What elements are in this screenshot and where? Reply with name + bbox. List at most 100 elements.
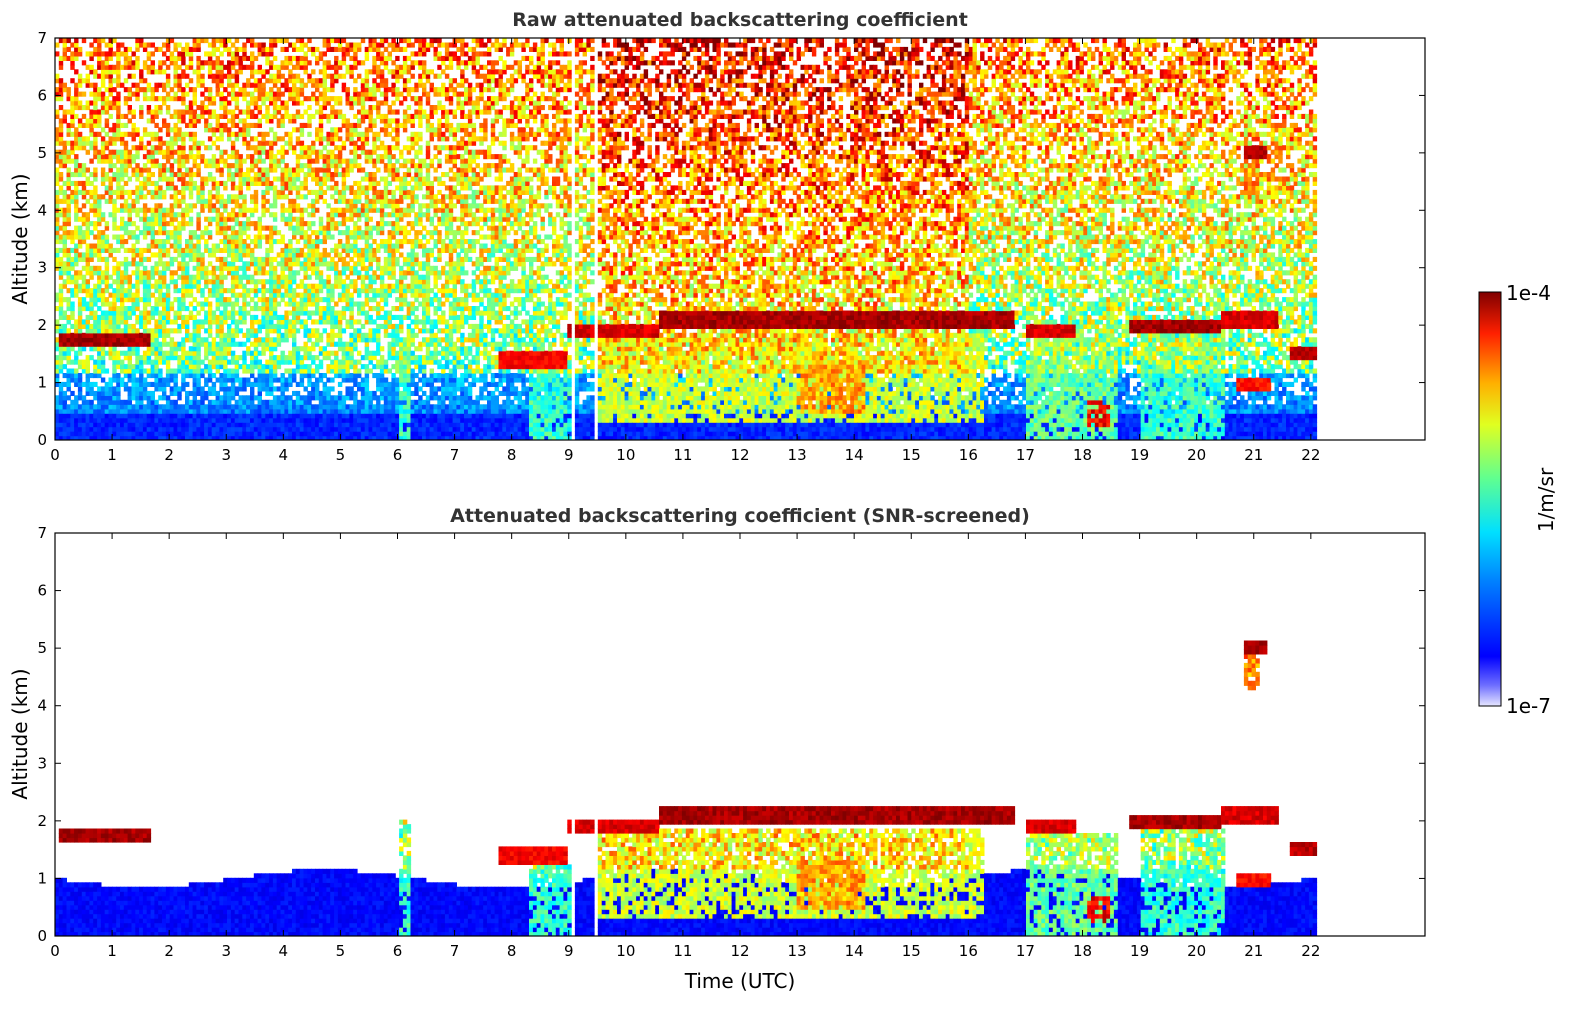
heatmap-cell [304, 185, 308, 190]
heatmap-cell [70, 141, 74, 146]
heatmap-cell [353, 43, 357, 48]
heatmap-cell [296, 230, 300, 235]
heatmap-cell [212, 427, 216, 432]
heatmap-cell [246, 422, 250, 427]
heatmap-cell [265, 235, 269, 240]
heatmap-cell [273, 355, 277, 360]
heatmap-cell [235, 284, 239, 289]
heatmap-cell [78, 226, 82, 231]
heatmap-cell [319, 319, 323, 324]
heatmap-cell [288, 257, 292, 262]
heatmap-cell [109, 284, 113, 289]
heatmap-cell [246, 56, 250, 61]
heatmap-cell [97, 395, 101, 400]
heatmap-cell [311, 342, 315, 347]
heatmap-cell [132, 168, 136, 173]
heatmap-cell [261, 311, 265, 316]
heatmap-cell [139, 168, 143, 173]
heatmap-cell [212, 217, 216, 222]
heatmap-cell [265, 190, 269, 195]
heatmap-cell [59, 83, 63, 88]
heatmap-cell [223, 346, 227, 351]
heatmap-cell [89, 123, 93, 128]
heatmap-cell [296, 328, 300, 333]
heatmap-cell [223, 235, 227, 240]
heatmap-cell [342, 373, 346, 378]
heatmap-cell [128, 92, 132, 97]
heatmap-cell [189, 194, 193, 199]
heatmap-cell [151, 284, 155, 289]
heatmap-cell [181, 190, 185, 195]
heatmap-cell [242, 284, 246, 289]
heatmap-cell [189, 123, 193, 128]
heatmap-cell [109, 351, 113, 356]
heatmap-cell [315, 302, 319, 307]
heatmap-cell [269, 150, 273, 155]
heatmap-cell [196, 154, 200, 159]
heatmap-cell [174, 194, 178, 199]
heatmap-cell [154, 346, 158, 351]
heatmap-cell [349, 168, 353, 173]
heatmap-cell [231, 328, 235, 333]
heatmap-cell [239, 65, 243, 70]
heatmap-cell [147, 422, 151, 427]
heatmap-cell [193, 333, 197, 338]
heatmap-cell [208, 208, 212, 213]
heatmap-cell [97, 96, 101, 101]
heatmap-cell [349, 346, 353, 351]
heatmap-cell [63, 391, 67, 396]
heatmap-cell [323, 114, 327, 119]
heatmap-cell [170, 141, 174, 146]
heatmap-cell [353, 101, 357, 106]
heatmap-cell [353, 60, 357, 65]
heatmap-cell [124, 373, 128, 378]
heatmap-cell [193, 96, 197, 101]
heatmap-cell [93, 123, 97, 128]
heatmap-cell [143, 226, 147, 231]
heatmap-cell [86, 409, 90, 414]
heatmap-cell [208, 43, 212, 48]
heatmap-cell [158, 315, 162, 320]
heatmap-cell [273, 212, 277, 217]
heatmap-cell [166, 96, 170, 101]
heatmap-cell [59, 177, 63, 182]
heatmap-cell [151, 159, 155, 164]
heatmap-cell [250, 83, 254, 88]
heatmap-cell [239, 56, 243, 61]
heatmap-cell [265, 118, 269, 123]
heatmap-cell [307, 114, 311, 119]
heatmap-cell [349, 43, 353, 48]
heatmap-cell [307, 60, 311, 65]
heatmap-cell [78, 324, 82, 329]
heatmap-cell [139, 181, 143, 186]
heatmap-cell [177, 78, 181, 83]
heatmap-cell [223, 114, 227, 119]
heatmap-cell [219, 127, 223, 132]
heatmap-cell [78, 404, 82, 409]
heatmap-cell [338, 279, 342, 284]
heatmap-cell [311, 284, 315, 289]
heatmap-cell [128, 360, 132, 365]
heatmap-cell [261, 418, 265, 423]
heatmap-cell [181, 172, 185, 177]
heatmap-cell [181, 69, 185, 74]
heatmap-cell [319, 404, 323, 409]
heatmap-cell [101, 244, 105, 249]
heatmap-cell [315, 239, 319, 244]
heatmap-cell [338, 413, 342, 418]
heatmap-cell [349, 136, 353, 141]
heatmap-cell [296, 252, 300, 257]
heatmap-cell [166, 56, 170, 61]
heatmap-cell [185, 369, 189, 374]
heatmap-cell [86, 230, 90, 235]
heatmap-cell [97, 328, 101, 333]
heatmap-cell [135, 360, 139, 365]
heatmap-cell [189, 105, 193, 110]
heatmap-cell [196, 168, 200, 173]
heatmap-cell [311, 413, 315, 418]
heatmap-cell [242, 212, 246, 217]
heatmap-cell [116, 132, 120, 137]
heatmap-cell [223, 185, 227, 190]
heatmap-cell [55, 431, 59, 436]
heatmap-cell [349, 132, 353, 137]
